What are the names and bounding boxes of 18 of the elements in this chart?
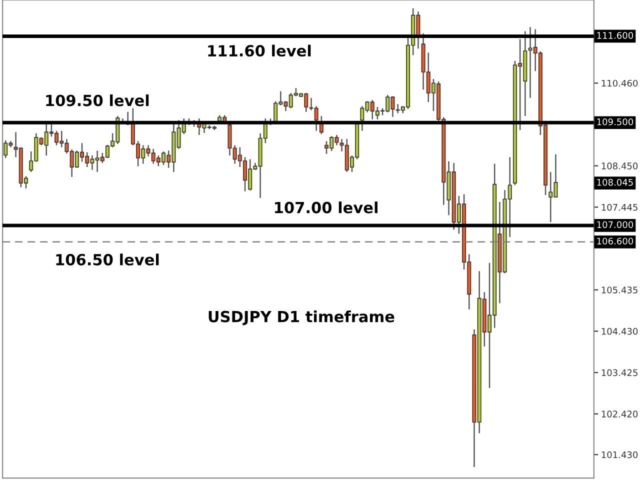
y-tick-label: 103.425: [602, 369, 638, 376]
annotation: 111.60 level: [208, 44, 311, 57]
annotation: 109.50 level: [46, 94, 149, 106]
ref-line-label: 111.600: [597, 32, 634, 39]
ref-line-label: 107.000: [597, 221, 634, 228]
ref-line-label: 109.500: [597, 118, 634, 126]
y-tick-label: 108.450: [602, 162, 638, 170]
y-tick-label: 107.445: [602, 204, 638, 211]
y-tick-label: 102.420: [602, 410, 638, 418]
y-tick-label: 104.430: [602, 328, 638, 335]
annotation: 107.00 level: [275, 202, 378, 214]
annotation: 106.50 level: [56, 254, 159, 266]
ref-line-label: 106.600: [597, 238, 634, 245]
y-tick-label: 110.460: [602, 80, 638, 87]
text: 108.045: [597, 178, 633, 186]
y-tick-label: 101.430: [602, 451, 638, 458]
y-tick-label: 105.435: [602, 286, 638, 294]
annotation: USDJPY D1 timeframe: [208, 310, 394, 326]
